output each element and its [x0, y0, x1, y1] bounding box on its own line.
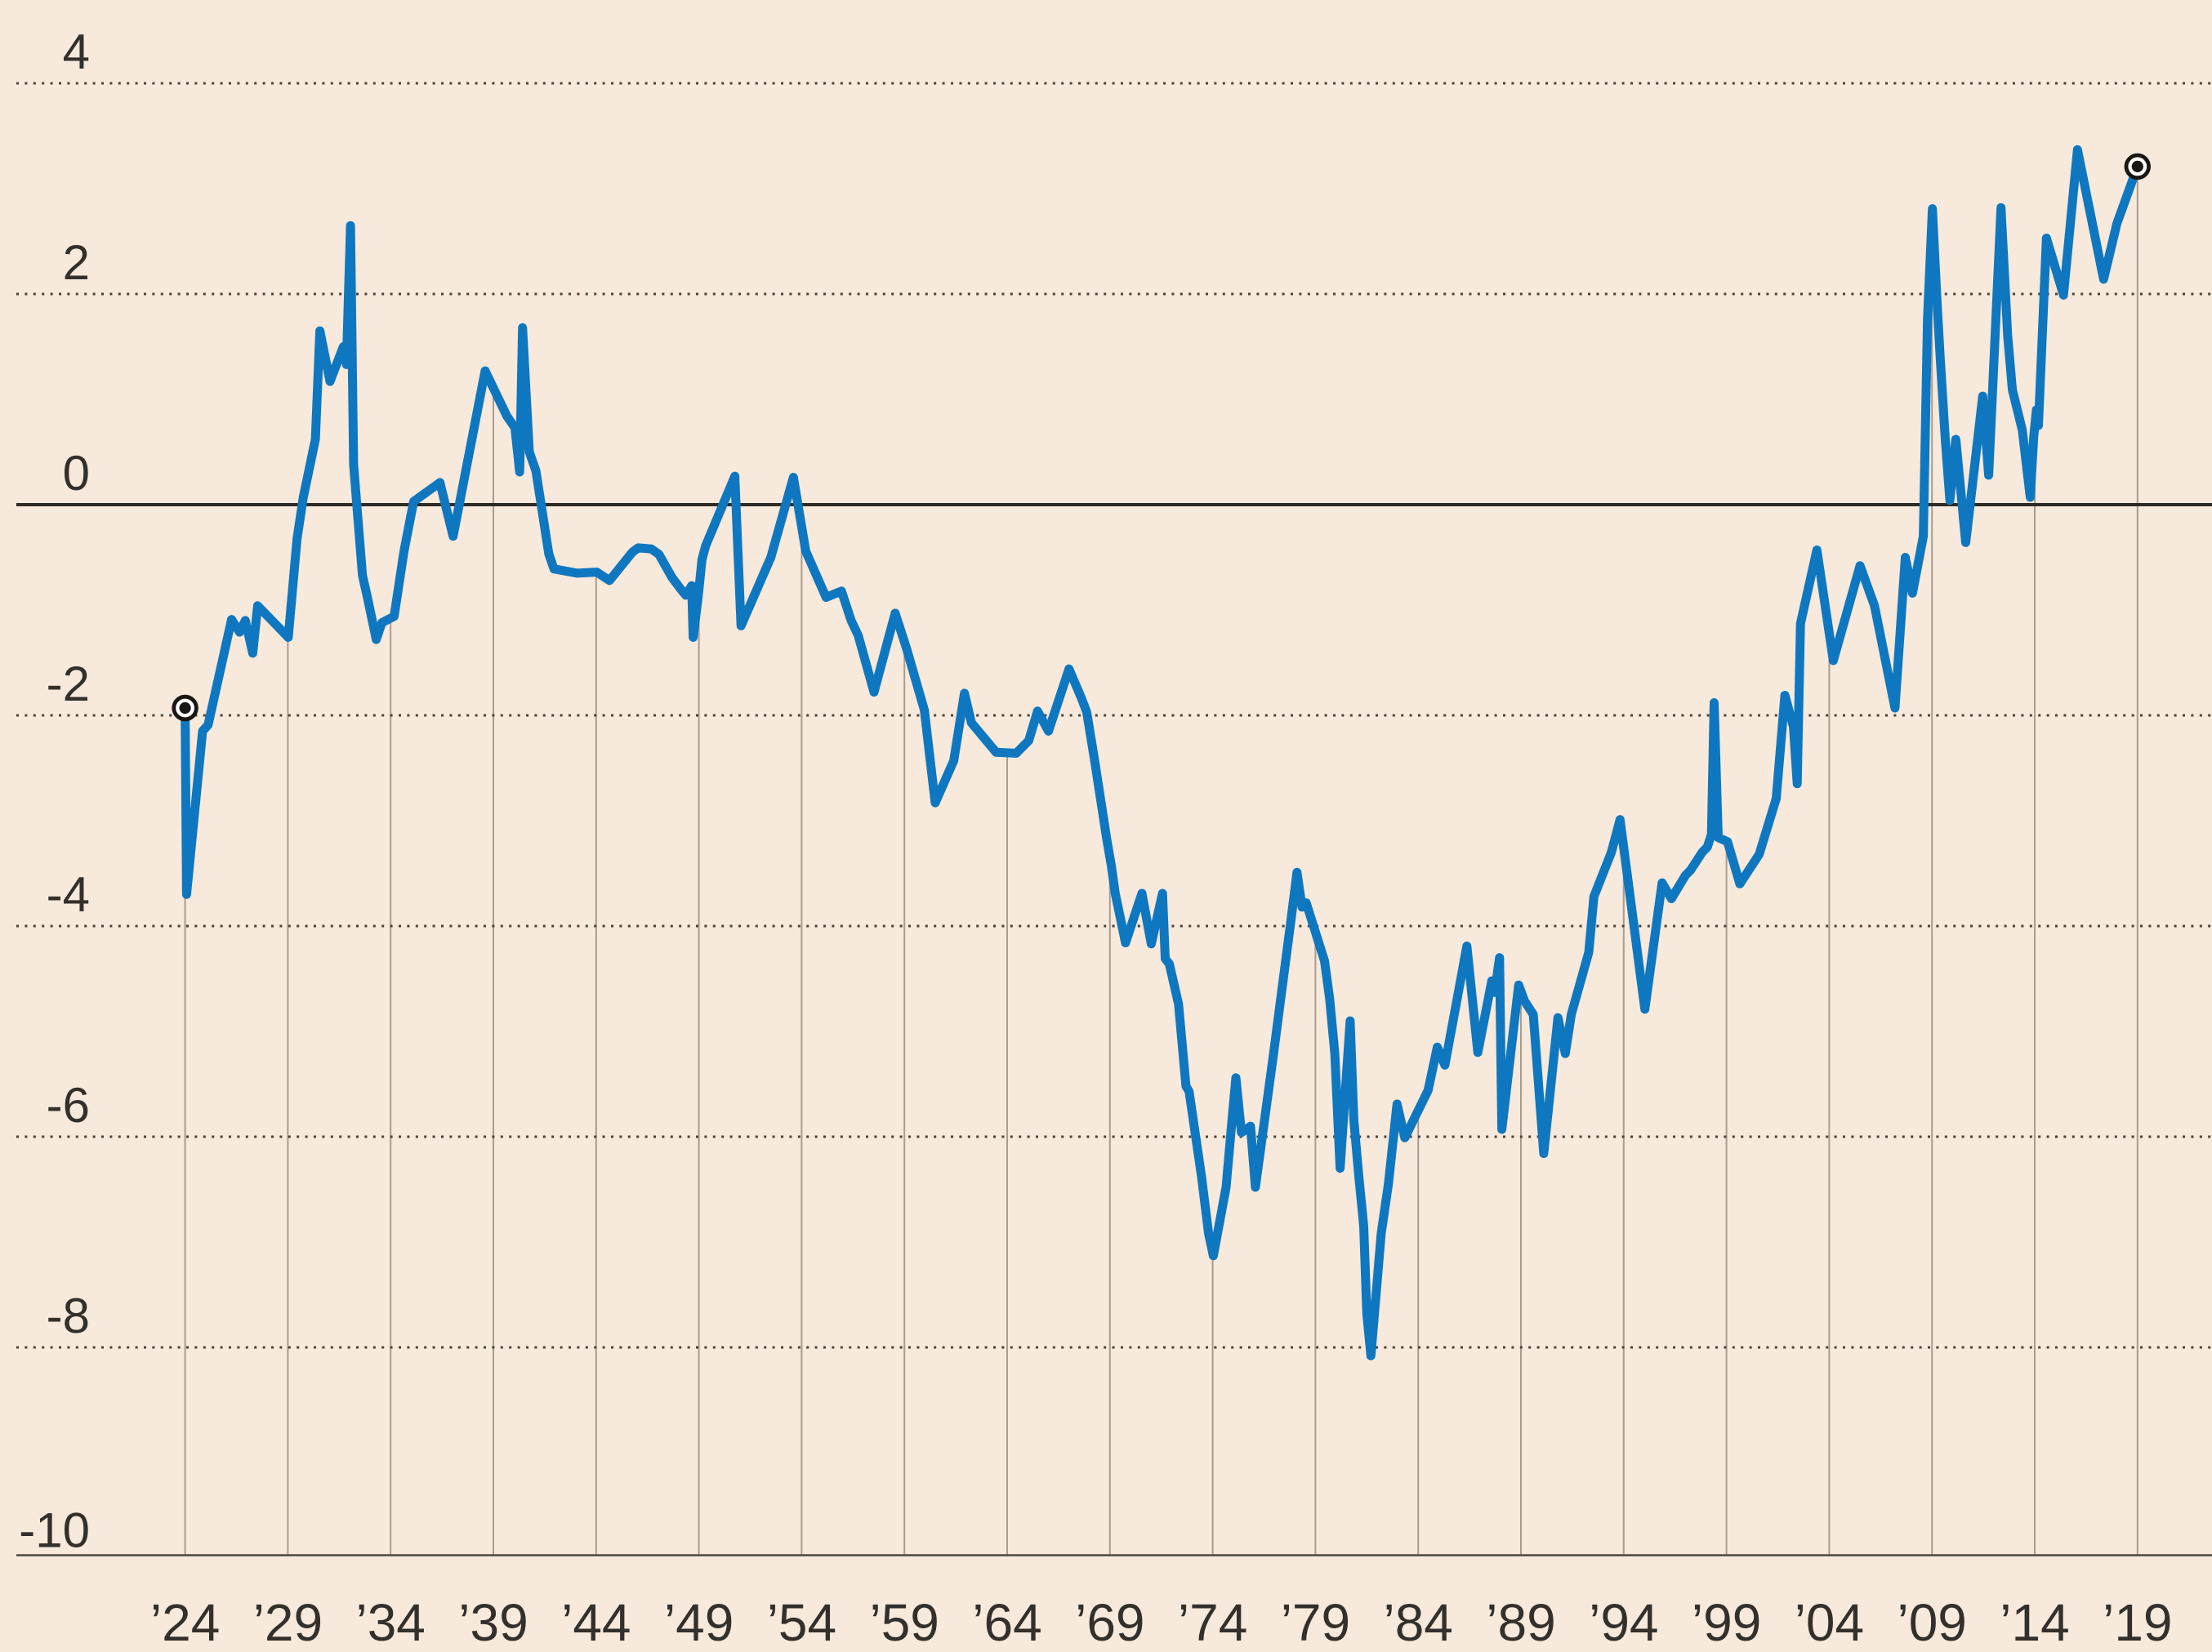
svg-text:’94: ’94	[1589, 1593, 1658, 1652]
svg-text:’49: ’49	[664, 1593, 734, 1652]
svg-text:’24: ’24	[150, 1593, 220, 1652]
svg-text:’29: ’29	[253, 1593, 323, 1652]
svg-text:4: 4	[63, 24, 90, 79]
svg-text:’69: ’69	[1075, 1593, 1144, 1652]
svg-text:2: 2	[63, 235, 90, 290]
svg-text:0: 0	[63, 446, 90, 501]
svg-text:’89: ’89	[1486, 1593, 1555, 1652]
svg-text:-4: -4	[47, 867, 90, 922]
svg-text:’59: ’59	[869, 1593, 939, 1652]
svg-text:’09: ’09	[1897, 1593, 1966, 1652]
svg-text:-2: -2	[47, 657, 90, 711]
svg-text:’64: ’64	[972, 1593, 1041, 1652]
svg-text:’74: ’74	[1178, 1593, 1247, 1652]
svg-text:’14: ’14	[2000, 1593, 2069, 1652]
svg-text:’79: ’79	[1281, 1593, 1350, 1652]
svg-text:-6: -6	[47, 1078, 90, 1133]
svg-text:’34: ’34	[355, 1593, 425, 1652]
svg-text:-10: -10	[19, 1503, 90, 1558]
svg-text:’19: ’19	[2103, 1593, 2172, 1652]
svg-text:-8: -8	[47, 1289, 90, 1343]
svg-text:’54: ’54	[767, 1593, 836, 1652]
svg-text:’99: ’99	[1692, 1593, 1761, 1652]
svg-text:’84: ’84	[1383, 1593, 1452, 1652]
svg-text:’44: ’44	[561, 1593, 631, 1652]
svg-text:’39: ’39	[458, 1593, 528, 1652]
svg-text:’04: ’04	[1795, 1593, 1864, 1652]
